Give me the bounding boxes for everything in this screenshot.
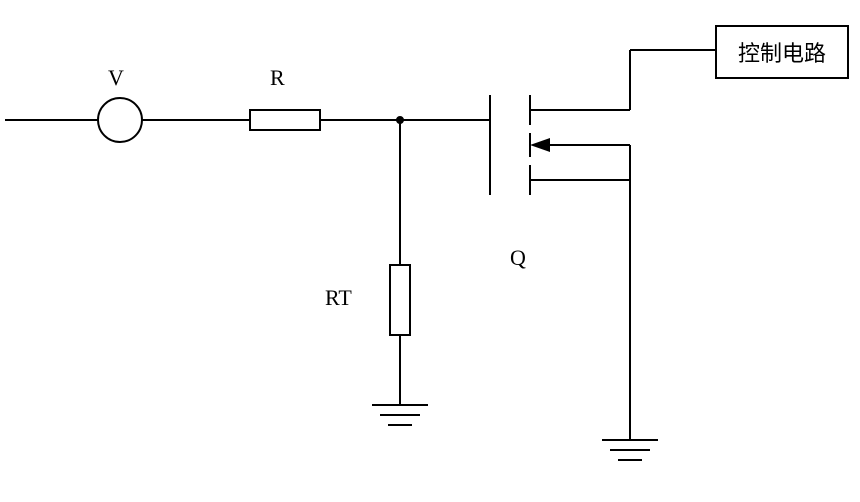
control-circuit-label: 控制电路	[738, 36, 826, 68]
resistor-rt	[390, 265, 410, 335]
label-q: Q	[510, 245, 526, 271]
label-v: V	[108, 65, 124, 91]
control-circuit-box: 控制电路	[715, 25, 849, 79]
transistor-arrow-icon	[530, 138, 550, 152]
voltage-source	[98, 98, 142, 142]
resistor-r	[250, 110, 320, 130]
label-rt: RT	[325, 285, 352, 311]
label-r: R	[270, 65, 285, 91]
